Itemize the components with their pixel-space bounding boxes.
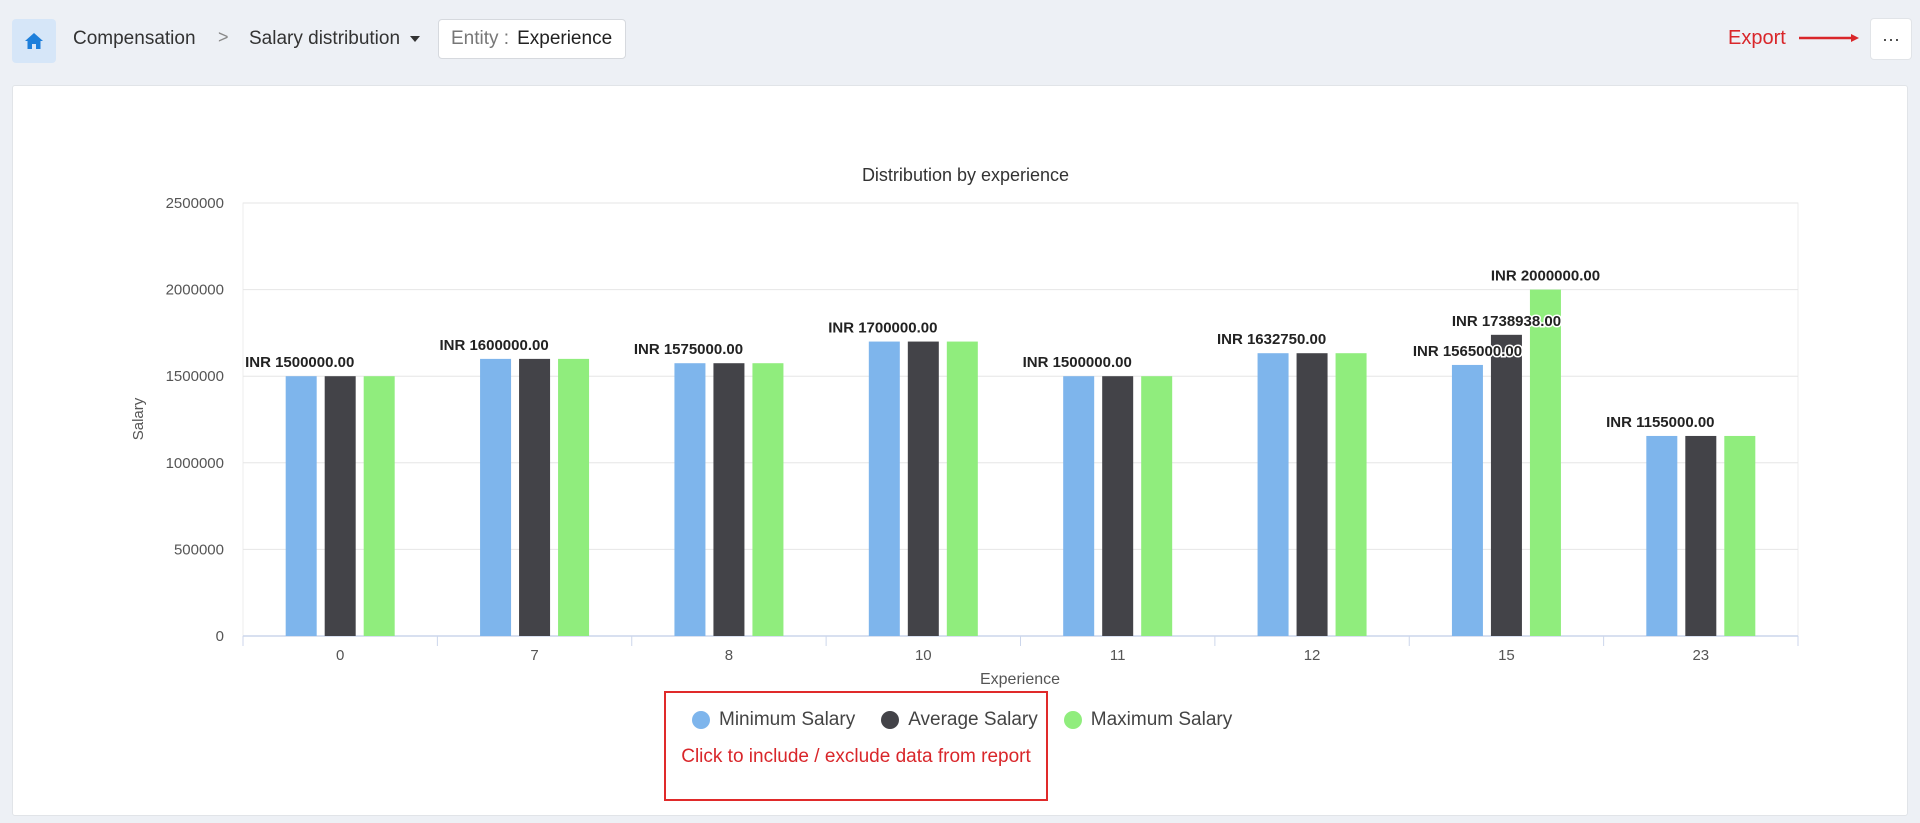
x-tick-label: 7: [530, 647, 538, 664]
data-label: INR 1155000.00: [1606, 414, 1714, 431]
entity-filter-value: Experience: [517, 28, 613, 49]
x-tick-label: 23: [1692, 647, 1709, 664]
entity-filter[interactable]: Entity : Experience: [438, 19, 626, 59]
bar: [674, 363, 706, 636]
x-tick-label: 15: [1498, 647, 1515, 664]
legend-item-average-salary[interactable]: Average Salary: [881, 709, 1038, 731]
y-tick-label: 0: [216, 628, 224, 645]
caret-down-icon: [410, 35, 421, 42]
data-label: INR 2000000.00: [1491, 268, 1600, 285]
bar: [285, 376, 317, 636]
bar: [519, 358, 551, 636]
home-icon: [25, 33, 43, 49]
arrow-right-icon: [1799, 34, 1859, 42]
legend-dot-icon: [692, 711, 710, 729]
legend-label: Average Salary: [908, 709, 1038, 730]
bar: [1141, 376, 1173, 636]
export-annotation-label: Export: [1728, 27, 1786, 49]
bar: [1685, 435, 1717, 636]
y-tick-label: 1500000: [166, 368, 224, 385]
bar: [946, 341, 978, 636]
bar: [1724, 435, 1756, 636]
bar: [1451, 364, 1483, 636]
annotation-callout-box: [664, 691, 1048, 801]
legend-dot-icon: [1063, 711, 1082, 729]
bar: [1646, 435, 1678, 636]
data-label: INR 1700000.00: [828, 320, 937, 337]
bar: [1490, 334, 1522, 636]
x-tick-label: 8: [725, 647, 733, 664]
data-label: INR 1500000.00: [1023, 354, 1132, 371]
y-tick-label: 500000: [174, 541, 224, 558]
bar: [713, 363, 745, 636]
x-axis-title: Experience: [980, 671, 1060, 688]
legend-label: Minimum Salary: [719, 709, 856, 730]
data-label: INR 1632750.00: [1217, 331, 1326, 348]
home-button[interactable]: [12, 19, 56, 63]
chart-title: Distribution by experience: [862, 165, 1069, 185]
bar: [1296, 353, 1328, 636]
x-tick-label: 0: [336, 647, 344, 664]
chart-legend: Minimum Salary Average Salary Maximum Sa…: [692, 709, 1258, 731]
bar: [1529, 289, 1561, 636]
data-label: INR 1600000.00: [439, 337, 548, 354]
bar: [363, 376, 395, 636]
y-tick-label: 1000000: [166, 455, 224, 472]
bar: [480, 358, 512, 636]
data-label: INR 1575000.00: [634, 341, 743, 358]
y-tick-label: 2500000: [166, 195, 224, 212]
x-tick-label: 10: [915, 647, 932, 664]
x-tick-label: 11: [1110, 647, 1126, 664]
bar: [752, 363, 784, 636]
bar: [907, 341, 939, 636]
more-options-icon: ···: [1882, 28, 1900, 49]
data-label: INR 1500000.00: [245, 354, 354, 371]
bar: [868, 341, 900, 636]
breadcrumb-compensation[interactable]: Compensation: [73, 28, 196, 49]
bar: [1063, 376, 1095, 636]
y-tick-label: 2000000: [166, 282, 224, 299]
y-axis-title: Salary: [130, 397, 147, 440]
legend-dot-icon: [881, 711, 900, 729]
annotation-callout-text: Click to include / exclude data from rep…: [681, 746, 1031, 767]
entity-filter-label: Entity :: [451, 28, 510, 49]
legend-label: Maximum Salary: [1090, 709, 1233, 730]
bar: [324, 376, 356, 636]
bar: [1257, 353, 1289, 636]
more-options-button[interactable]: ···: [1870, 18, 1912, 60]
report-select[interactable]: Salary distribution: [249, 28, 421, 50]
bar: [1102, 376, 1134, 636]
data-label: INR 1738938.00: [1452, 313, 1561, 330]
data-label: INR 1565000.00: [1413, 343, 1522, 360]
legend-item-minimum-salary[interactable]: Minimum Salary: [692, 709, 855, 731]
bar: [1335, 353, 1367, 636]
bar: [558, 358, 590, 636]
report-select-label: Salary distribution: [249, 28, 401, 49]
x-tick-label: 12: [1304, 647, 1321, 664]
breadcrumb-separator-icon: >: [218, 27, 229, 47]
legend-item-maximum-salary[interactable]: Maximum Salary: [1063, 709, 1233, 731]
